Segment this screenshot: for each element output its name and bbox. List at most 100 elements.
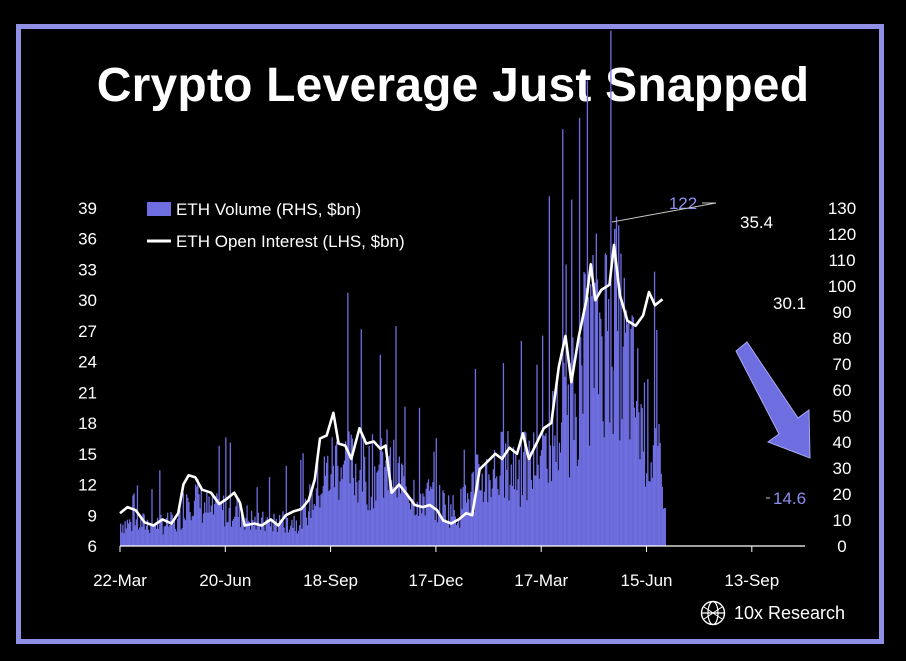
volume-bar	[272, 531, 274, 546]
volume-bar	[375, 500, 377, 546]
volume-bar	[243, 520, 245, 546]
right-tick-label: 70	[833, 355, 852, 374]
volume-bar	[149, 532, 151, 546]
volume-bar	[173, 516, 176, 546]
volume-bar	[493, 450, 496, 546]
volume-bar	[237, 517, 239, 546]
volume-bar	[591, 296, 593, 546]
volume-bar	[374, 466, 376, 546]
volume-bar	[580, 336, 582, 546]
volume-bar	[191, 516, 193, 546]
volume-bar	[555, 462, 557, 546]
volume-bar	[409, 509, 412, 546]
volume-bar	[414, 515, 416, 546]
volume-bar	[254, 516, 256, 546]
volume-bar	[610, 30, 612, 547]
right-tick-label: 80	[833, 329, 852, 348]
volume-bar-peak	[613, 228, 616, 547]
volume-bar	[513, 489, 516, 546]
volume-bar	[127, 523, 130, 546]
volume-bar	[167, 512, 169, 546]
volume-bar	[595, 233, 597, 546]
volume-bar	[393, 439, 395, 546]
volume-bar	[333, 487, 336, 546]
volume-bar	[483, 491, 486, 546]
volume-bar	[541, 335, 544, 546]
volume-bar	[459, 527, 461, 546]
volume-bar	[188, 502, 190, 546]
volume-bar	[385, 460, 387, 546]
right-axis-ticks: 0 10 20 30 40 50 60 70 80 90 100 110 120 130	[828, 199, 856, 556]
legend-swatch-volume	[147, 202, 171, 216]
volume-bar	[346, 448, 348, 546]
volume-bar	[415, 514, 417, 546]
volume-bar	[545, 433, 547, 546]
volume-bar	[402, 464, 404, 546]
volume-bar	[509, 484, 511, 546]
volume-bar	[388, 455, 390, 546]
volume-bar	[214, 504, 216, 546]
volume-bar	[295, 520, 298, 546]
brand: 10x Research	[700, 598, 845, 628]
volume-bar	[436, 522, 439, 546]
brand-name: 10x Research	[734, 602, 846, 623]
volume-bar	[501, 431, 503, 546]
volume-bar	[233, 518, 235, 546]
volume-bar	[395, 326, 397, 546]
volume-bar	[155, 528, 158, 546]
volume-bar	[386, 429, 388, 546]
volume-bar	[455, 525, 458, 546]
volume-bar	[137, 529, 140, 546]
volume-bar	[639, 459, 641, 546]
volume-bar	[186, 494, 188, 546]
volume-bar	[150, 525, 152, 546]
volume-bar	[180, 529, 182, 546]
volume-bar	[132, 495, 134, 546]
volume-bar	[192, 515, 195, 546]
volume-bar	[651, 477, 653, 546]
volume-bar	[533, 432, 535, 546]
x-tick-label: 17-Dec	[408, 571, 463, 590]
volume-bar	[646, 473, 648, 546]
volume-bar	[441, 520, 443, 546]
globe-icon	[700, 600, 726, 626]
volume-bar	[300, 459, 302, 546]
volume-bar	[349, 483, 351, 546]
volume-bar	[517, 479, 519, 546]
volume-bar	[544, 436, 546, 546]
volume-bar	[576, 465, 578, 546]
volume-bar	[488, 474, 490, 546]
volume-bar	[304, 498, 306, 546]
volume-bar	[286, 517, 289, 546]
volume-bar	[496, 476, 498, 546]
volume-bar	[634, 417, 637, 546]
volume-bar	[547, 482, 549, 546]
volume-bar	[567, 384, 570, 546]
volume-bar	[635, 400, 638, 546]
volume-bar	[370, 496, 373, 546]
left-tick-label: 39	[78, 199, 97, 218]
volume-bar	[200, 486, 202, 546]
volume-bar	[519, 506, 521, 546]
volume-bar	[503, 497, 506, 546]
volume-bar-last	[663, 508, 666, 546]
volume-bar	[486, 458, 488, 546]
volume-bar	[340, 467, 342, 546]
volume-bar	[165, 517, 168, 546]
volume-bar	[226, 522, 228, 546]
volume-bar	[572, 337, 574, 546]
volume-bar	[321, 493, 323, 546]
legend-label-open-interest: ETH Open Interest (LHS, $bn)	[176, 232, 405, 251]
volume-bar	[648, 481, 650, 546]
volume-bar	[136, 485, 139, 546]
volume-bar	[371, 434, 374, 546]
volume-bar	[221, 509, 224, 546]
volume-bar	[446, 520, 449, 546]
volume-bar	[318, 495, 320, 546]
volume-bar	[453, 510, 455, 546]
x-tick-label: 22-Mar	[93, 571, 147, 590]
volume-bar	[344, 441, 347, 546]
volume-bar	[494, 478, 497, 546]
volume-bar	[629, 439, 631, 546]
